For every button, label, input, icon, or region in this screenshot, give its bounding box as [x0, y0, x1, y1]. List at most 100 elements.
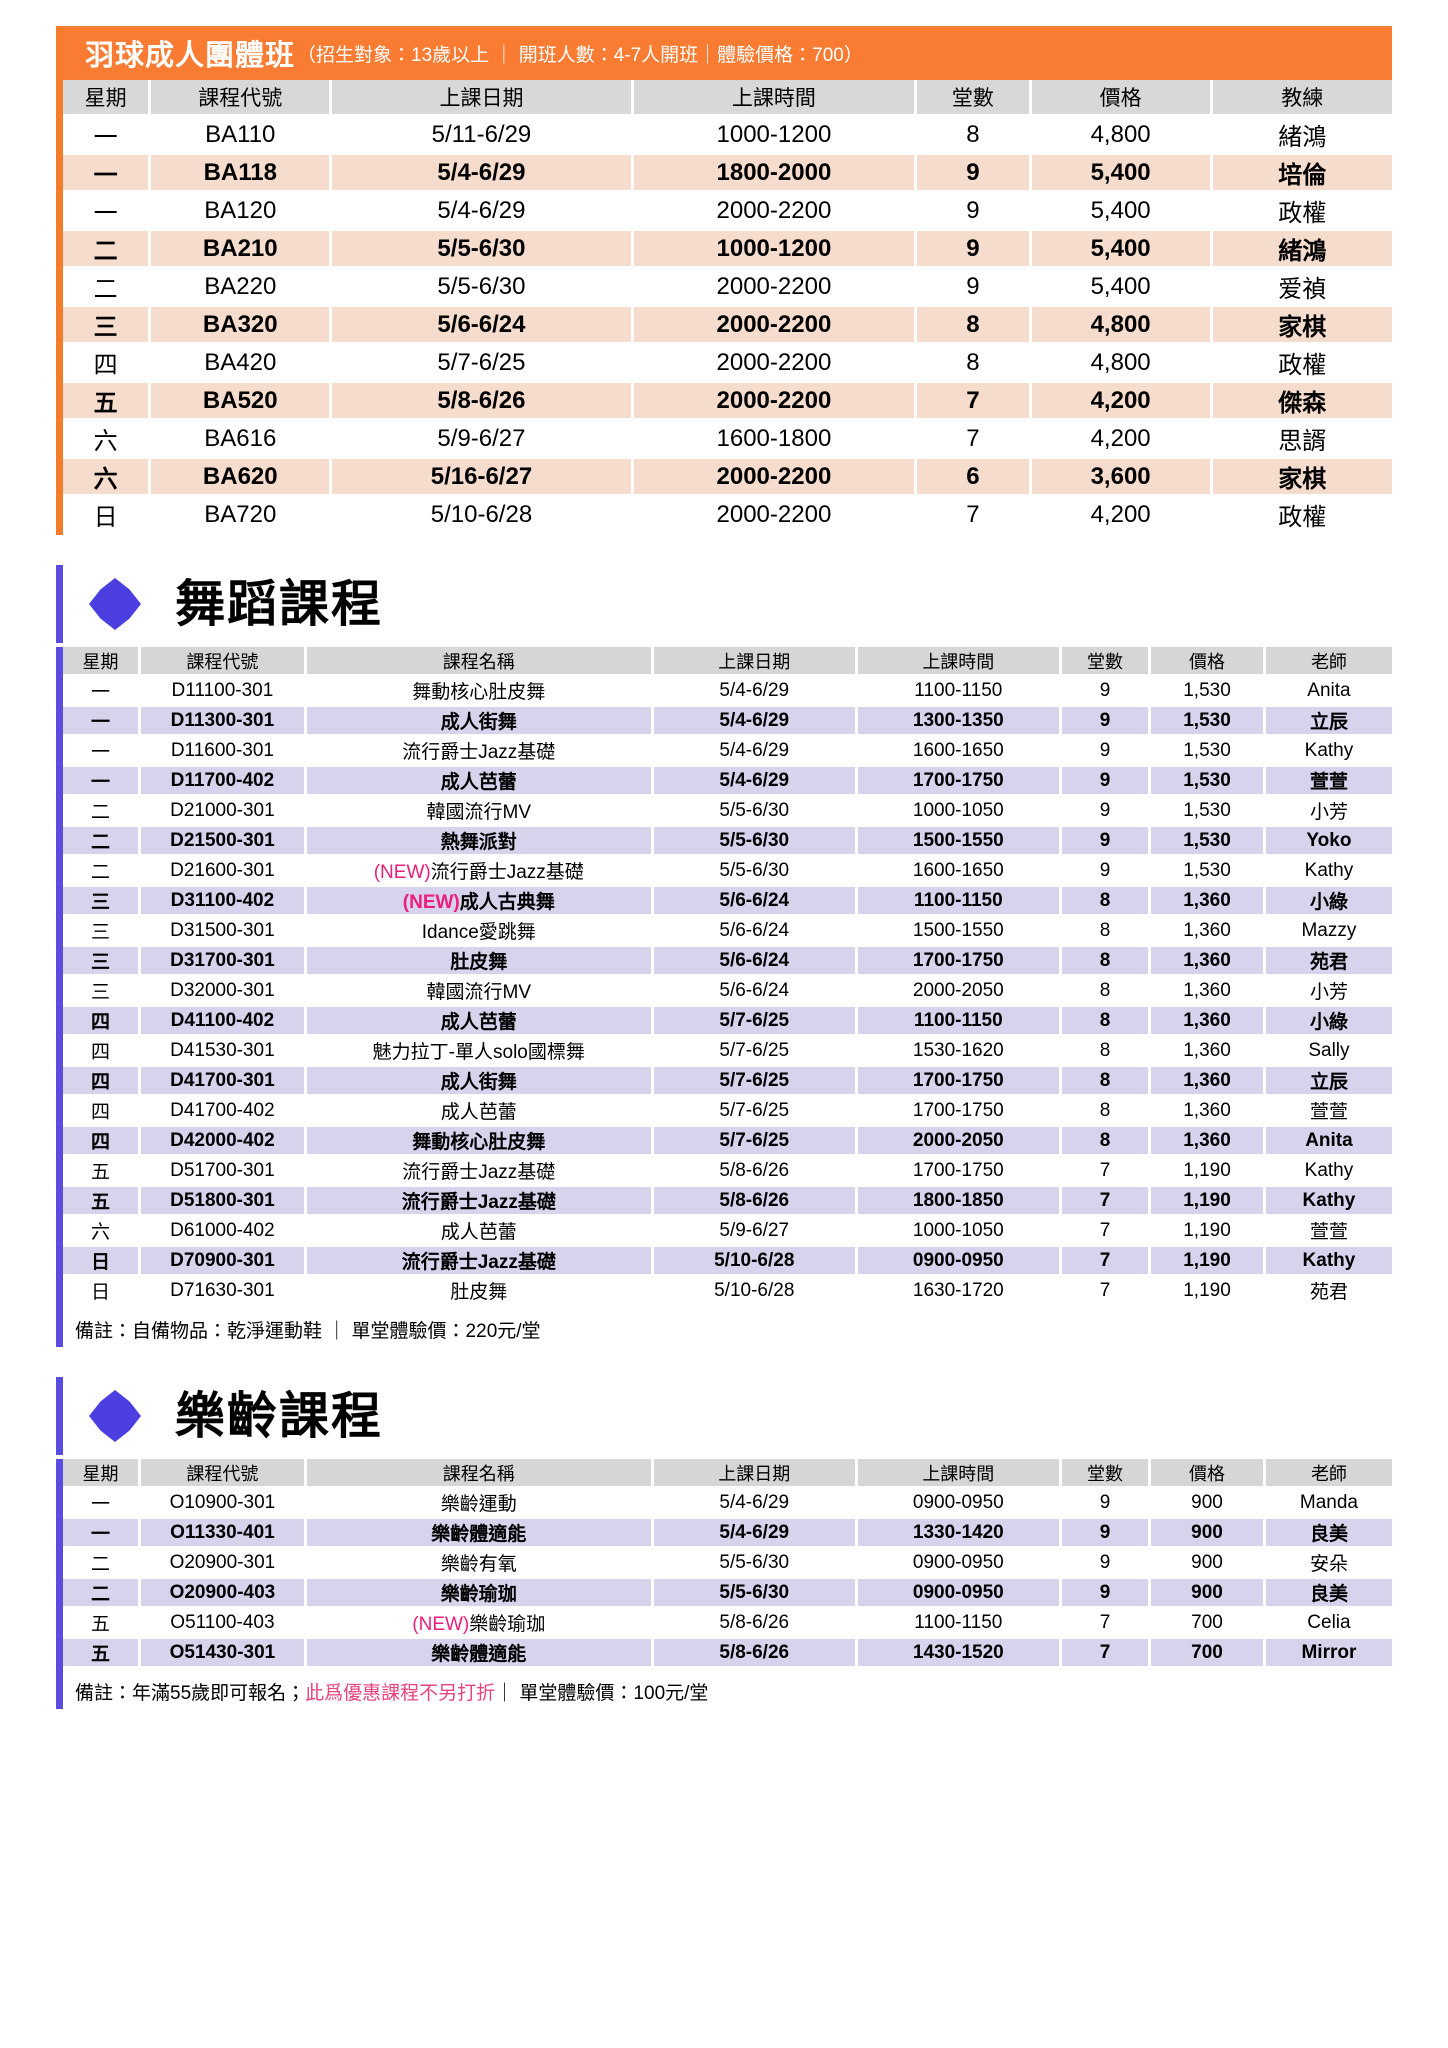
cell-teacher: Celia — [1264, 1607, 1392, 1639]
cell-course-code: BA220 — [149, 267, 333, 307]
cell-teacher: Yoko — [1264, 825, 1392, 857]
cell-course-code: BA720 — [149, 495, 333, 535]
cell-course-code: D21000-301 — [139, 795, 307, 827]
cell-course-code: O51100-403 — [139, 1607, 307, 1639]
table-row: 三 D31500-301 Idance愛跳舞 5/6-6/24 1500-1550 8 1,… — [63, 915, 1392, 947]
cell-sessions: 7 — [1060, 1637, 1152, 1669]
col-course-name: 課程名稱 — [305, 647, 654, 677]
cell-price: 1,190 — [1149, 1155, 1266, 1187]
cell-weekday: 四 — [63, 1095, 142, 1127]
cell-course-name: (NEW)成人古典舞 — [305, 885, 654, 917]
cell-teacher: Kathy — [1264, 1245, 1392, 1277]
badminton-section: 羽球成人團體班 （招生對象：13歲以上 ｜ 開班人數：4-7人開班｜體驗價格：7… — [56, 26, 1392, 535]
table-row: 一 D11100-301 舞動核心肚皮舞 5/4-6/29 1100-1150 9 1,53… — [63, 675, 1392, 707]
cell-class-time: 2000-2200 — [632, 495, 918, 535]
cell-course-name: 樂齡瑜珈 — [305, 1577, 654, 1609]
cell-sessions: 9 — [1060, 705, 1152, 737]
cell-sessions: 9 — [1060, 1517, 1152, 1549]
col-class-dates: 上課日期 — [330, 80, 634, 117]
cell-sessions: 8 — [1060, 975, 1152, 1007]
cell-price: 1,190 — [1149, 1185, 1266, 1217]
cell-class-time: 1100-1150 — [856, 675, 1062, 707]
cell-course-code: D41100-402 — [139, 1005, 307, 1037]
table-row: 一 O11330-401 樂齡體適能 5/4-6/29 1330-1420 9 900 良美 — [63, 1517, 1392, 1549]
cell-class-dates: 5/11-6/29 — [330, 115, 634, 155]
cell-class-time: 2000-2200 — [632, 457, 918, 497]
cell-teacher: 小芳 — [1264, 795, 1392, 827]
cell-course-code: BA118 — [149, 153, 333, 193]
cell-teacher: 小芳 — [1264, 975, 1392, 1007]
dance-section-heading: 舞蹈課程 — [56, 565, 1392, 643]
cell-weekday: 一 — [63, 705, 142, 737]
cell-weekday: 三 — [63, 975, 142, 1007]
col-class-dates: 上課日期 — [652, 647, 858, 677]
cell-course-name: Idance愛跳舞 — [305, 915, 654, 947]
dance-section: 星期 課程代號 課程名稱 上課日期 上課時間 堂數 價格 老師 一 D11100-… — [56, 647, 1392, 1307]
cell-sessions: 8 — [1060, 1035, 1152, 1067]
cell-class-time: 1700-1750 — [856, 1065, 1062, 1097]
cell-price: 1,360 — [1149, 1065, 1266, 1097]
cell-teacher: Mazzy — [1264, 915, 1392, 947]
badminton-table-body: 一 BA110 5/11-6/29 1000-1200 8 4,800 緒鴻一 BA118 5/… — [63, 115, 1392, 535]
dance-note: 備註：自備物品：乾淨運動鞋 ｜ 單堂體驗價：220元/堂 — [75, 1321, 541, 1342]
cell-course-code: D31100-402 — [139, 885, 307, 917]
cell-course-code: BA210 — [149, 229, 333, 269]
cell-weekday: 四 — [63, 1065, 142, 1097]
cell-price: 5,400 — [1030, 153, 1213, 193]
cell-course-code: D41700-402 — [139, 1095, 307, 1127]
senior-table: 星期 課程代號 課程名稱 上課日期 上課時間 堂數 價格 老師 一 O10900-… — [63, 1459, 1392, 1669]
cell-weekday: 四 — [63, 1035, 142, 1067]
dance-table: 星期 課程代號 課程名稱 上課日期 上課時間 堂數 價格 老師 一 D11100-… — [63, 647, 1392, 1307]
cell-class-time: 2000-2050 — [856, 975, 1062, 1007]
cell-weekday: 一 — [63, 735, 142, 767]
cell-class-dates: 5/4-6/29 — [652, 1487, 858, 1519]
cell-sessions: 9 — [1060, 795, 1152, 827]
cell-class-dates: 5/6-6/24 — [652, 915, 858, 947]
cell-course-name: 樂齡體適能 — [305, 1517, 654, 1549]
cell-class-dates: 5/8-6/26 — [330, 381, 634, 421]
cell-teacher: 萱萱 — [1264, 1215, 1392, 1247]
cell-class-dates: 5/8-6/26 — [652, 1607, 858, 1639]
table-row: 二 BA220 5/5-6/30 2000-2200 9 5,400 爱禎 — [63, 267, 1392, 307]
cell-price: 900 — [1149, 1577, 1266, 1609]
col-weekday: 星期 — [63, 647, 142, 677]
cell-sessions: 8 — [1060, 1125, 1152, 1157]
col-price: 價格 — [1030, 80, 1213, 117]
badminton-banner: 羽球成人團體班 （招生對象：13歲以上 ｜ 開班人數：4-7人開班｜體驗價格：7… — [63, 26, 1392, 80]
cell-weekday: 三 — [63, 945, 142, 977]
cell-class-time: 1530-1620 — [856, 1035, 1062, 1067]
cell-class-dates: 5/8-6/26 — [652, 1155, 858, 1187]
cell-price: 700 — [1149, 1637, 1266, 1669]
cell-weekday: 一 — [63, 1487, 142, 1519]
cell-class-time: 1300-1350 — [856, 705, 1062, 737]
cell-teacher: Mirror — [1264, 1637, 1392, 1669]
cell-coach: 傑森 — [1211, 381, 1392, 421]
cell-class-time: 1800-2000 — [632, 153, 918, 193]
col-price: 價格 — [1149, 647, 1266, 677]
cell-course-code: BA616 — [149, 419, 333, 459]
cell-class-dates: 5/4-6/29 — [652, 705, 858, 737]
col-course-code: 課程代號 — [149, 80, 333, 117]
cell-teacher: 小綠 — [1264, 1005, 1392, 1037]
cell-course-name: 成人街舞 — [305, 1065, 654, 1097]
table-row: 一 D11600-301 流行爵士Jazz基礎 5/4-6/29 1600-1650 9 1… — [63, 735, 1392, 767]
cell-teacher: 良美 — [1264, 1517, 1392, 1549]
cell-course-code: D71630-301 — [139, 1275, 307, 1307]
cell-class-dates: 5/6-6/24 — [652, 945, 858, 977]
cell-price: 4,200 — [1030, 381, 1213, 421]
cell-price: 1,360 — [1149, 885, 1266, 917]
cell-class-dates: 5/6-6/24 — [652, 975, 858, 1007]
cell-sessions: 7 — [1060, 1215, 1152, 1247]
senior-note-part-b: ｜ 單堂體驗價：100元/堂 — [495, 1683, 709, 1704]
table-row: 四 D41700-402 成人芭蕾 5/7-6/25 1700-1750 8 1,360 萱萱 — [63, 1095, 1392, 1127]
cell-class-time: 1000-1050 — [856, 795, 1062, 827]
new-badge: (NEW) — [402, 892, 460, 913]
cell-weekday: 五 — [63, 1155, 142, 1187]
diamond-icon — [89, 1390, 141, 1442]
cell-class-dates: 5/7-6/25 — [652, 1005, 858, 1037]
cell-class-dates: 5/10-6/28 — [652, 1275, 858, 1307]
cell-weekday: 四 — [63, 1125, 142, 1157]
cell-weekday: 六 — [63, 457, 152, 497]
cell-class-dates: 5/5-6/30 — [652, 855, 858, 887]
cell-teacher: Kathy — [1264, 735, 1392, 767]
